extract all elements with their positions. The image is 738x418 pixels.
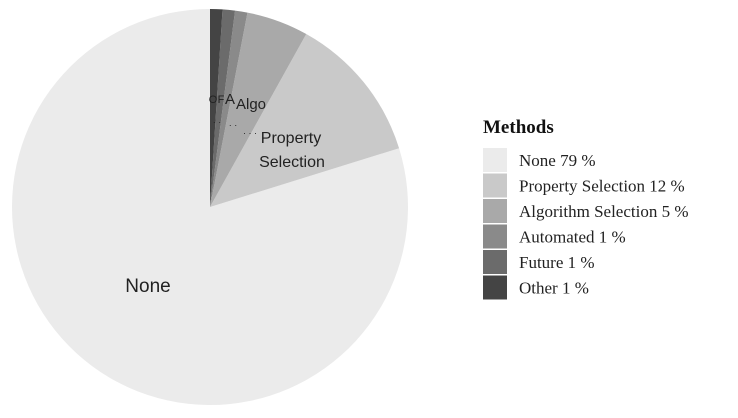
- legend-swatch-1: [483, 173, 507, 198]
- pie-slice-other: [210, 9, 223, 207]
- slice-label-property-line1: Property: [261, 130, 321, 147]
- legend: Methods None 79 % Property Selection 12 %…: [483, 117, 689, 300]
- legend-label-1: Property Selection 12 %: [519, 177, 685, 196]
- legend-label-2: Algorithm Selection 5 %: [519, 202, 689, 221]
- legend-swatch-0: [483, 148, 507, 172]
- pie-slice-future: [210, 9, 236, 208]
- slice-label-dots-2: · ·: [229, 120, 238, 130]
- slice-label-future: F: [218, 94, 225, 106]
- legend-swatch-3: [483, 224, 507, 249]
- slice-label-none: None: [125, 276, 170, 297]
- slice-label-algo: Algo: [236, 96, 266, 113]
- pie-slice-automated: [210, 10, 248, 208]
- slice-label-other: O: [209, 94, 218, 106]
- legend-swatch-5: [483, 275, 507, 300]
- legend-label-4: Future 1 %: [519, 253, 595, 272]
- pie-slice-algorithm-selection: [210, 12, 307, 207]
- legend-title: Methods: [483, 117, 554, 138]
- legend-items: None 79 % Property Selection 12 % Algorith…: [483, 148, 689, 300]
- slice-label-dots-3: · · ·: [243, 128, 257, 138]
- slice-label-automated: A: [225, 91, 235, 108]
- legend-swatch-4: [483, 250, 507, 274]
- pie-slices: [12, 9, 409, 405]
- legend-label-0: None 79 %: [519, 151, 595, 170]
- legend-swatch-2: [483, 199, 507, 223]
- legend-label-3: Automated 1 %: [519, 228, 626, 247]
- pie-slice-property-selection: [210, 33, 400, 207]
- slice-label-dots-1: · ·: [213, 117, 222, 127]
- slice-label-property-line2: Selection: [259, 154, 325, 171]
- legend-label-5: Other 1 %: [519, 279, 589, 298]
- pie-slice-none: [12, 9, 409, 405]
